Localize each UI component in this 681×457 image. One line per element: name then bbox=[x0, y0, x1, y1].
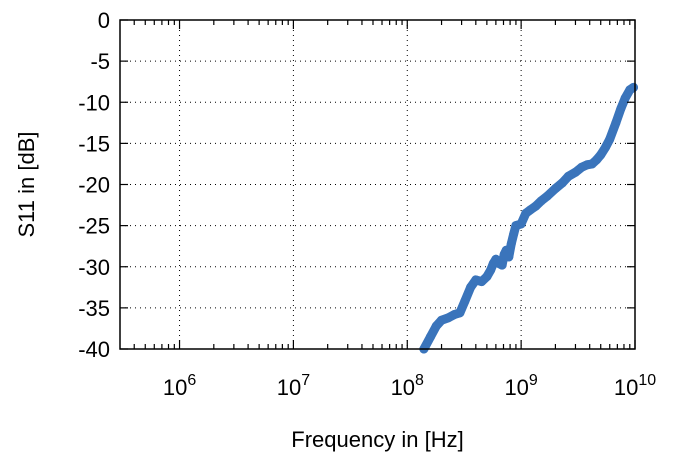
data-point bbox=[600, 143, 610, 152]
grid-lines bbox=[120, 20, 635, 349]
y-tick-label: -40 bbox=[78, 337, 110, 362]
data-point bbox=[497, 260, 507, 270]
y-axis-label: S11 in [dB] bbox=[14, 132, 39, 238]
y-tick-label: -30 bbox=[78, 255, 110, 280]
data-point bbox=[616, 104, 626, 114]
data-point bbox=[542, 191, 552, 201]
data-point bbox=[437, 315, 446, 325]
data-point bbox=[536, 196, 546, 206]
y-tick-label: -10 bbox=[78, 90, 110, 115]
data-point bbox=[596, 150, 606, 160]
data-point bbox=[466, 282, 476, 292]
y-tick-label: -5 bbox=[90, 49, 110, 74]
data-point bbox=[504, 252, 514, 262]
y-tick-labels: 0 -5 -10 -15 -20 -25 -30 -35 -40 bbox=[78, 8, 110, 362]
data-point bbox=[611, 118, 621, 128]
x-tick-label: 109 bbox=[504, 372, 537, 400]
data-point bbox=[605, 134, 615, 144]
x-tick-labels: 106 107 108 109 1010 bbox=[163, 372, 656, 400]
data-point bbox=[431, 321, 441, 331]
data-point bbox=[482, 272, 492, 282]
data-point bbox=[557, 178, 567, 188]
data-point bbox=[516, 219, 526, 229]
data-point bbox=[571, 167, 580, 177]
data-point bbox=[563, 171, 573, 181]
series-line bbox=[419, 82, 638, 354]
y-tick-label: -35 bbox=[78, 296, 110, 321]
y-tick-label: -20 bbox=[78, 173, 110, 198]
series-group bbox=[419, 82, 638, 354]
data-point bbox=[506, 239, 516, 249]
data-point bbox=[460, 296, 470, 306]
data-point bbox=[455, 308, 465, 318]
x-tick-label: 106 bbox=[163, 372, 196, 400]
data-point bbox=[509, 229, 519, 239]
x-tick-label: 107 bbox=[277, 372, 310, 400]
x-tick-label: 108 bbox=[391, 372, 424, 400]
data-point bbox=[629, 82, 638, 92]
y-tick-label: 0 bbox=[98, 8, 110, 33]
tick-marks bbox=[120, 19, 636, 350]
x-axis-label: Frequency in [Hz] bbox=[291, 427, 463, 452]
data-point bbox=[426, 332, 435, 342]
data-point bbox=[620, 93, 630, 103]
y-tick-label: -25 bbox=[78, 214, 110, 239]
y-tick-label: -15 bbox=[78, 131, 110, 156]
x-tick-label: 1010 bbox=[614, 372, 656, 400]
data-point bbox=[550, 184, 560, 194]
